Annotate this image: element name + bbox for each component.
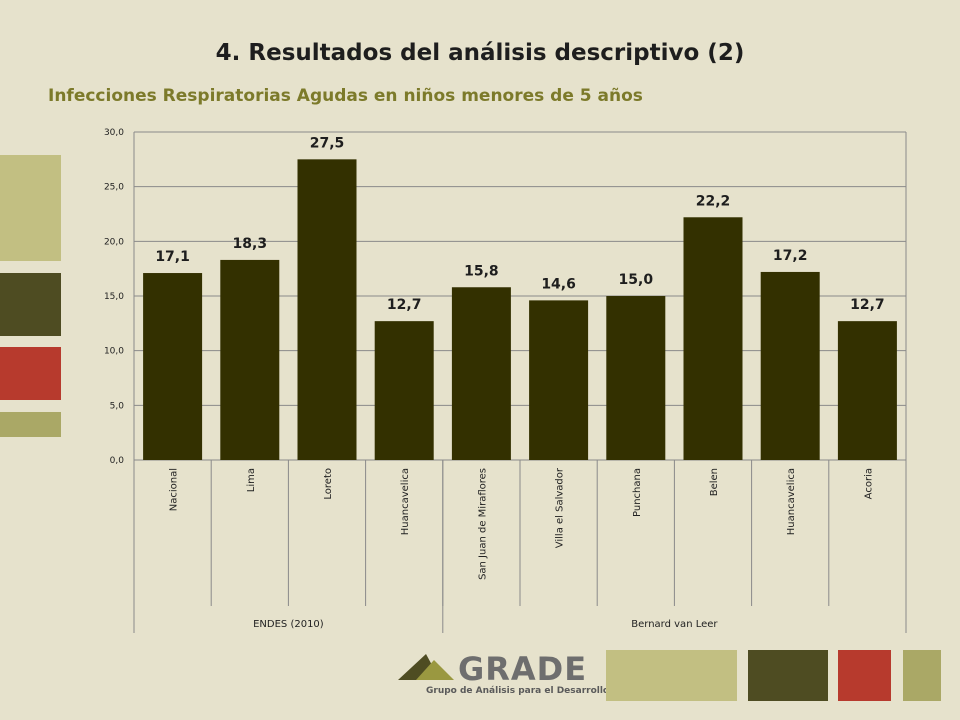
- y-tick-label: 15,0: [104, 292, 124, 302]
- data-label: 12,7: [850, 297, 885, 313]
- side-block-red: [0, 347, 61, 400]
- grade-logo: GRADE Grupo de Análisis para el Desarrol…: [396, 650, 609, 700]
- category-label: Punchana: [632, 468, 643, 517]
- bar: [760, 271, 820, 460]
- bar: [606, 296, 666, 460]
- category-label: San Juan de Miraflores: [477, 468, 488, 580]
- bar: [837, 321, 897, 460]
- footer-block-olive: [748, 650, 828, 701]
- data-label: 15,0: [619, 272, 654, 288]
- slide-subtitle: Infecciones Respiratorias Agudas en niño…: [48, 86, 643, 106]
- category-label: Nacional: [169, 468, 180, 511]
- bar: [297, 159, 357, 461]
- side-block-olive: [0, 273, 61, 336]
- slide-title: 4. Resultados del análisis descriptivo (…: [215, 40, 745, 66]
- bar: [220, 259, 280, 460]
- grade-logo-mark-icon: [398, 654, 454, 680]
- group-label: Bernard van Leer: [631, 619, 718, 630]
- data-label: 27,5: [310, 135, 345, 151]
- category-label: Belen: [709, 468, 720, 496]
- bar: [143, 273, 203, 460]
- bar: [451, 287, 511, 460]
- y-tick-label: 30,0: [104, 128, 124, 138]
- footer-block-khaki: [606, 650, 737, 701]
- data-label: 18,3: [233, 236, 268, 252]
- y-tick-label: 20,0: [104, 237, 124, 247]
- y-tick-label: 25,0: [104, 183, 124, 193]
- side-block-light-olive: [0, 412, 61, 437]
- category-label: Loreto: [323, 468, 334, 500]
- data-label: 15,8: [464, 263, 499, 279]
- logo-word: GRADE: [458, 650, 588, 688]
- category-label: Huancavelica: [400, 468, 411, 535]
- data-label: 12,7: [387, 297, 422, 313]
- y-tick-label: 0,0: [110, 456, 125, 466]
- footer-block-light-olive: [903, 650, 941, 701]
- bar: [683, 217, 743, 460]
- side-block-khaki: [0, 155, 61, 261]
- bar: [529, 300, 589, 460]
- footer-block-red: [838, 650, 891, 701]
- data-label: 22,2: [696, 193, 731, 209]
- group-label: ENDES (2010): [253, 619, 324, 630]
- y-tick-label: 5,0: [110, 401, 125, 411]
- data-label: 17,1: [155, 249, 190, 265]
- category-label: Acoria: [863, 468, 874, 499]
- y-tick-label: 10,0: [104, 347, 124, 357]
- category-label: Lima: [246, 468, 257, 492]
- logo-tagline: Grupo de Análisis para el Desarrollo: [426, 686, 610, 696]
- data-label: 14,6: [541, 276, 576, 292]
- category-label: Villa el Salvador: [555, 467, 566, 548]
- category-label: Huancavelica: [786, 468, 797, 535]
- bar: [374, 321, 434, 460]
- data-label: 17,2: [773, 248, 808, 264]
